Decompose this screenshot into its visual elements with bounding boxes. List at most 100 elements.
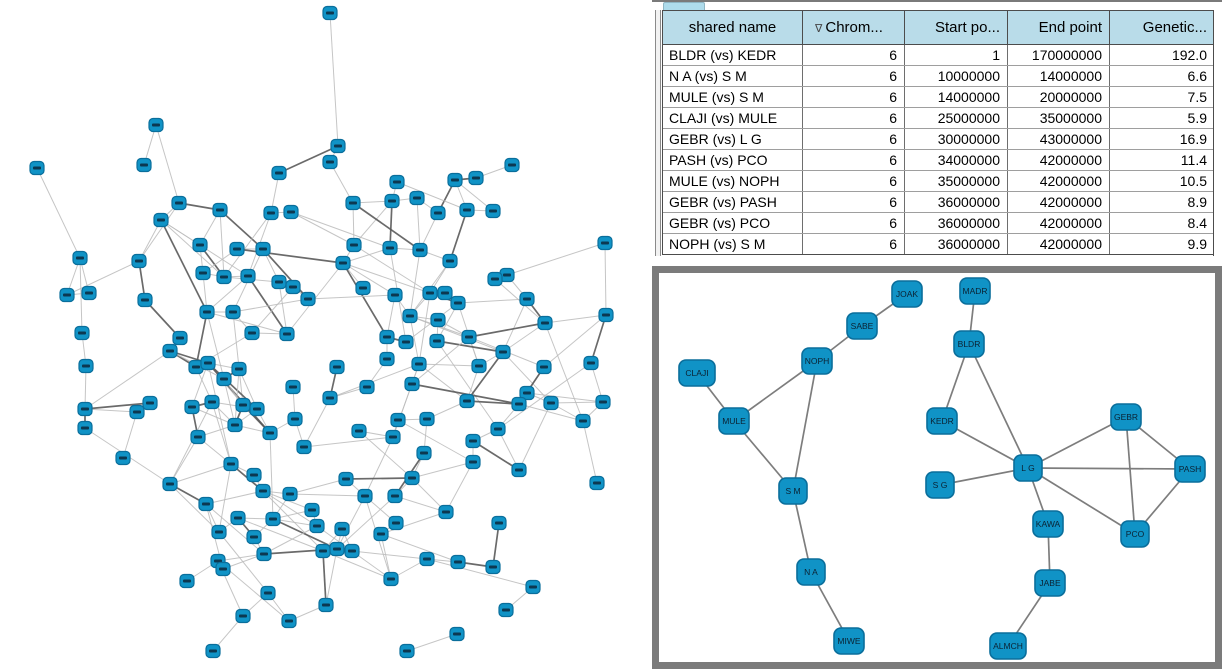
network-node[interactable]	[442, 253, 458, 269]
table-left-scroll-strip[interactable]	[655, 10, 661, 256]
network-node[interactable]	[190, 429, 206, 445]
network-node[interactable]	[465, 433, 481, 449]
network-node[interactable]	[205, 643, 221, 659]
network-node[interactable]	[77, 420, 93, 436]
network-node[interactable]	[256, 546, 272, 562]
network-node[interactable]	[387, 488, 403, 504]
subnetwork-node[interactable]: S G	[925, 471, 955, 499]
network-node[interactable]	[422, 285, 438, 301]
subnetwork-node[interactable]: MULE	[718, 407, 750, 435]
network-node[interactable]	[351, 423, 367, 439]
network-node[interactable]	[184, 399, 200, 415]
network-node[interactable]	[345, 195, 361, 211]
network-node[interactable]	[597, 235, 613, 251]
network-node[interactable]	[419, 551, 435, 567]
network-node[interactable]	[329, 541, 345, 557]
network-node[interactable]	[385, 429, 401, 445]
network-node[interactable]	[240, 268, 256, 284]
subnetwork-node[interactable]: ALMCH	[989, 632, 1027, 660]
network-node[interactable]	[390, 412, 406, 428]
network-node[interactable]	[387, 287, 403, 303]
network-node[interactable]	[199, 304, 215, 320]
network-node[interactable]	[216, 269, 232, 285]
subnetwork-edge[interactable]	[1027, 467, 1191, 470]
network-node[interactable]	[330, 138, 346, 154]
network-node[interactable]	[525, 579, 541, 595]
network-node[interactable]	[537, 315, 553, 331]
network-node[interactable]	[300, 291, 316, 307]
network-node[interactable]	[595, 394, 611, 410]
network-node[interactable]	[136, 157, 152, 173]
network-node[interactable]	[204, 394, 220, 410]
subnetwork-edge[interactable]	[1027, 416, 1127, 469]
table-row[interactable]: GEBR (vs) L G 6 30000000 43000000 16.9	[663, 129, 1214, 150]
network-node[interactable]	[285, 279, 301, 295]
subnetwork-node[interactable]: JOAK	[891, 280, 923, 308]
network-node[interactable]	[344, 543, 360, 559]
network-node[interactable]	[142, 395, 158, 411]
network-node[interactable]	[346, 237, 362, 253]
network-node[interactable]	[429, 333, 445, 349]
subnetwork-node[interactable]: CLAJI	[678, 359, 716, 387]
network-node[interactable]	[491, 515, 507, 531]
network-node[interactable]	[231, 361, 247, 377]
network-node[interactable]	[450, 295, 466, 311]
network-node[interactable]	[389, 174, 405, 190]
network-node[interactable]	[388, 515, 404, 531]
network-node[interactable]	[279, 326, 295, 342]
network-node[interactable]	[335, 255, 351, 271]
network-node[interactable]	[430, 205, 446, 221]
network-node[interactable]	[449, 626, 465, 642]
network-node[interactable]	[148, 117, 164, 133]
network-node[interactable]	[216, 371, 232, 387]
network-node[interactable]	[409, 190, 425, 206]
subnetwork-node[interactable]: BLDR	[953, 330, 985, 358]
network-node[interactable]	[490, 421, 506, 437]
table-row[interactable]: CLAJI (vs) MULE 6 25000000 35000000 5.9	[663, 108, 1214, 129]
network-node[interactable]	[357, 488, 373, 504]
network-node[interactable]	[383, 571, 399, 587]
subnetwork-node[interactable]: MADR	[959, 277, 991, 305]
network-node[interactable]	[504, 157, 520, 173]
network-node[interactable]	[285, 379, 301, 395]
network-node[interactable]	[281, 613, 297, 629]
network-node[interactable]	[198, 496, 214, 512]
network-node[interactable]	[296, 439, 312, 455]
network-node[interactable]	[511, 396, 527, 412]
network-node[interactable]	[498, 602, 514, 618]
network-node[interactable]	[271, 165, 287, 181]
network-node[interactable]	[260, 585, 276, 601]
network-node[interactable]	[318, 597, 334, 613]
network-node[interactable]	[309, 518, 325, 534]
network-node[interactable]	[373, 526, 389, 542]
network-node[interactable]	[262, 425, 278, 441]
table-row[interactable]: MULE (vs) S M 6 14000000 20000000 7.5	[663, 87, 1214, 108]
column-header[interactable]: Start po...	[905, 11, 1008, 44]
network-node[interactable]	[411, 356, 427, 372]
table-row[interactable]: MULE (vs) NOPH 6 35000000 42000000 10.5	[663, 171, 1214, 192]
network-node[interactable]	[437, 285, 453, 301]
main-network-canvas[interactable]	[0, 0, 652, 669]
network-node[interactable]	[511, 462, 527, 478]
network-node[interactable]	[575, 413, 591, 429]
network-node[interactable]	[459, 393, 475, 409]
network-node[interactable]	[468, 170, 484, 186]
network-node[interactable]	[461, 329, 477, 345]
network-node[interactable]	[162, 476, 178, 492]
network-node[interactable]	[485, 559, 501, 575]
network-node[interactable]	[338, 471, 354, 487]
network-node[interactable]	[471, 358, 487, 374]
column-header[interactable]: shared name	[663, 11, 803, 44]
network-node[interactable]	[255, 241, 271, 257]
subnetwork-node[interactable]: PCO	[1120, 520, 1150, 548]
subnetwork-node[interactable]: L G	[1013, 454, 1043, 482]
network-node[interactable]	[450, 554, 466, 570]
network-node[interactable]	[271, 274, 287, 290]
network-node[interactable]	[29, 160, 45, 176]
network-node[interactable]	[249, 401, 265, 417]
network-node[interactable]	[536, 359, 552, 375]
network-node[interactable]	[244, 325, 260, 341]
column-header[interactable]: ∇ Chrom...	[803, 11, 905, 44]
network-node[interactable]	[211, 524, 227, 540]
network-node[interactable]	[355, 280, 371, 296]
